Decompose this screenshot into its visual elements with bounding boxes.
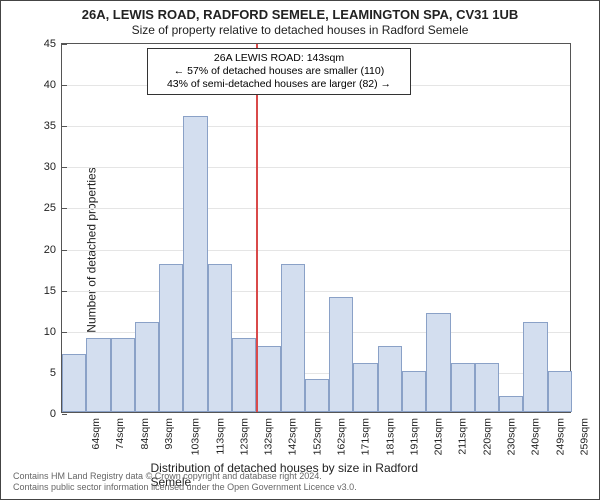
bar xyxy=(499,396,523,412)
plot: 05101520253035404564sqm74sqm84sqm93sqm10… xyxy=(61,43,571,413)
bar xyxy=(475,363,499,412)
y-tick: 5 xyxy=(50,367,62,379)
bar xyxy=(135,322,159,412)
x-tick: 220sqm xyxy=(481,418,493,455)
chart-card: 26A, LEWIS ROAD, RADFORD SEMELE, LEAMING… xyxy=(0,0,600,500)
y-tick: 35 xyxy=(44,120,62,132)
x-tick: 113sqm xyxy=(214,418,226,455)
x-tick: 259sqm xyxy=(579,418,591,455)
gridline xyxy=(62,126,570,127)
footer-line-1: Contains HM Land Registry data © Crown c… xyxy=(13,471,587,482)
annotation-line: 43% of semi-detached houses are larger (… xyxy=(154,78,404,91)
bar xyxy=(62,354,86,412)
y-tick: 15 xyxy=(44,285,62,297)
annotation-line: ← 57% of detached houses are smaller (11… xyxy=(154,65,404,78)
bar xyxy=(353,363,377,412)
x-tick: 171sqm xyxy=(360,418,372,455)
bar xyxy=(111,338,135,412)
bar xyxy=(451,363,475,412)
footer-line-2: Contains public sector information licen… xyxy=(13,482,587,493)
bar xyxy=(208,264,232,412)
y-tick: 45 xyxy=(44,38,62,50)
x-tick: 103sqm xyxy=(190,418,202,455)
subtitle: Size of property relative to detached ho… xyxy=(5,23,595,37)
annotation-box: 26A LEWIS ROAD: 143sqm← 57% of detached … xyxy=(147,48,411,95)
x-tick: 240sqm xyxy=(530,418,542,455)
plot-area: 05101520253035404564sqm74sqm84sqm93sqm10… xyxy=(61,43,571,413)
x-tick: 123sqm xyxy=(239,418,251,455)
bar xyxy=(329,297,353,412)
bar xyxy=(281,264,305,412)
x-tick: 230sqm xyxy=(506,418,518,455)
bar xyxy=(402,371,426,412)
gridline xyxy=(62,167,570,168)
bar xyxy=(378,346,402,412)
gridline xyxy=(62,250,570,251)
bar xyxy=(305,379,329,412)
y-tick: 30 xyxy=(44,161,62,173)
gridline xyxy=(62,208,570,209)
bar xyxy=(548,371,572,412)
titles: 26A, LEWIS ROAD, RADFORD SEMELE, LEAMING… xyxy=(1,1,599,37)
bar xyxy=(232,338,256,412)
x-tick: 64sqm xyxy=(90,418,102,450)
y-tick: 10 xyxy=(44,326,62,338)
y-tick: 20 xyxy=(44,244,62,256)
bar xyxy=(86,338,110,412)
address-title: 26A, LEWIS ROAD, RADFORD SEMELE, LEAMING… xyxy=(5,7,595,22)
x-tick: 132sqm xyxy=(263,418,275,455)
x-tick: 181sqm xyxy=(384,418,396,455)
footer: Contains HM Land Registry data © Crown c… xyxy=(13,471,587,493)
bar xyxy=(159,264,183,412)
x-tick: 93sqm xyxy=(163,418,175,450)
y-tick: 0 xyxy=(50,408,62,420)
bar xyxy=(183,116,207,412)
gridline xyxy=(62,291,570,292)
bar xyxy=(426,313,450,412)
x-tick: 162sqm xyxy=(336,418,348,455)
x-tick: 74sqm xyxy=(114,418,126,450)
x-tick: 84sqm xyxy=(138,418,150,450)
bar xyxy=(523,322,547,412)
bar xyxy=(256,346,280,412)
annotation-line: 26A LEWIS ROAD: 143sqm xyxy=(154,52,404,65)
x-tick: 191sqm xyxy=(409,418,421,455)
x-tick: 142sqm xyxy=(287,418,299,455)
subject-marker xyxy=(256,44,258,412)
y-tick: 25 xyxy=(44,202,62,214)
y-tick: 40 xyxy=(44,79,62,91)
x-tick: 211sqm xyxy=(457,418,469,455)
x-tick: 249sqm xyxy=(554,418,566,455)
x-tick: 201sqm xyxy=(433,418,445,455)
x-tick: 152sqm xyxy=(311,418,323,455)
